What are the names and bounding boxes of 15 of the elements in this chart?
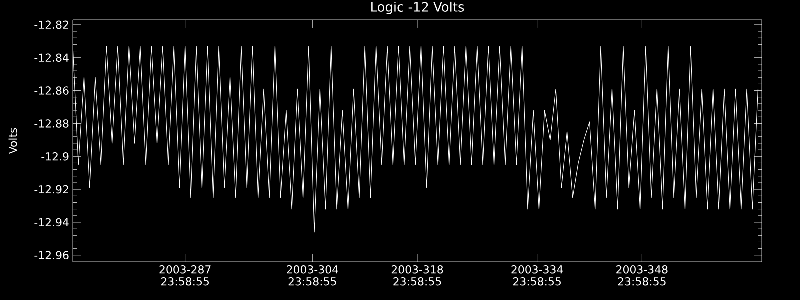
y-tick-label: -12.92 — [34, 185, 68, 194]
y-tick-label: -12.88 — [34, 120, 69, 128]
y-tick-label: -12.9 — [42, 152, 69, 161]
y-axis-title: Volts — [8, 128, 18, 154]
y-tick-label: -12.94 — [34, 218, 69, 227]
y-tick-label: -12.96 — [34, 251, 69, 260]
x-tick-label: 2003-304 23:58:55 — [287, 266, 338, 286]
y-tick-label: -12.86 — [34, 86, 69, 95]
x-tick-label: 2003-318 23:58:55 — [392, 266, 444, 286]
y-tick-label: -12.82 — [34, 20, 68, 30]
chart-title: Logic -12 Volts — [372, 2, 464, 14]
x-tick-label: 2003-334 23:58:55 — [512, 266, 564, 286]
x-tick-label: 2003-287 23:58:55 — [160, 266, 211, 286]
x-tick-label: 2003-348 23:58:55 — [616, 266, 668, 286]
y-tick-label: -12.84 — [34, 54, 69, 62]
